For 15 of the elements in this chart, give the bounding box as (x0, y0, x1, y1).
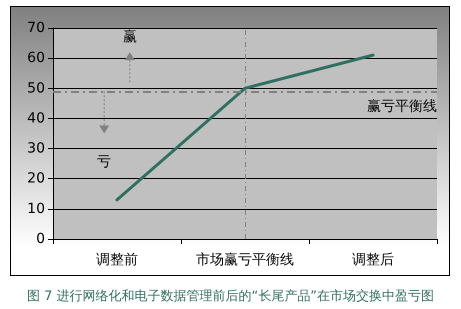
y-tick-label: 50 (27, 80, 45, 96)
x-tick-label: 调整后 (352, 252, 394, 268)
ref-line-label: 赢亏平衡线 (367, 98, 437, 114)
y-tick-label: 20 (27, 170, 45, 187)
annotation: 亏 (97, 154, 112, 170)
caption: 图 7 进行网络化和电子数据管理前后的“长尾产品”在市场交换中盈亏图 (26, 288, 434, 304)
y-tick-label: 0 (36, 231, 45, 247)
y-tick-label: 40 (27, 110, 45, 126)
x-tick-label: 市场赢亏平衡线 (196, 252, 294, 268)
annotation: 赢 (122, 29, 137, 46)
y-tick-label: 60 (27, 50, 45, 66)
x-tick-label: 调整前 (96, 252, 138, 268)
y-tick-label: 30 (27, 140, 45, 157)
y-tick-label: 10 (27, 200, 45, 217)
y-tick-label: 70 (27, 20, 45, 36)
